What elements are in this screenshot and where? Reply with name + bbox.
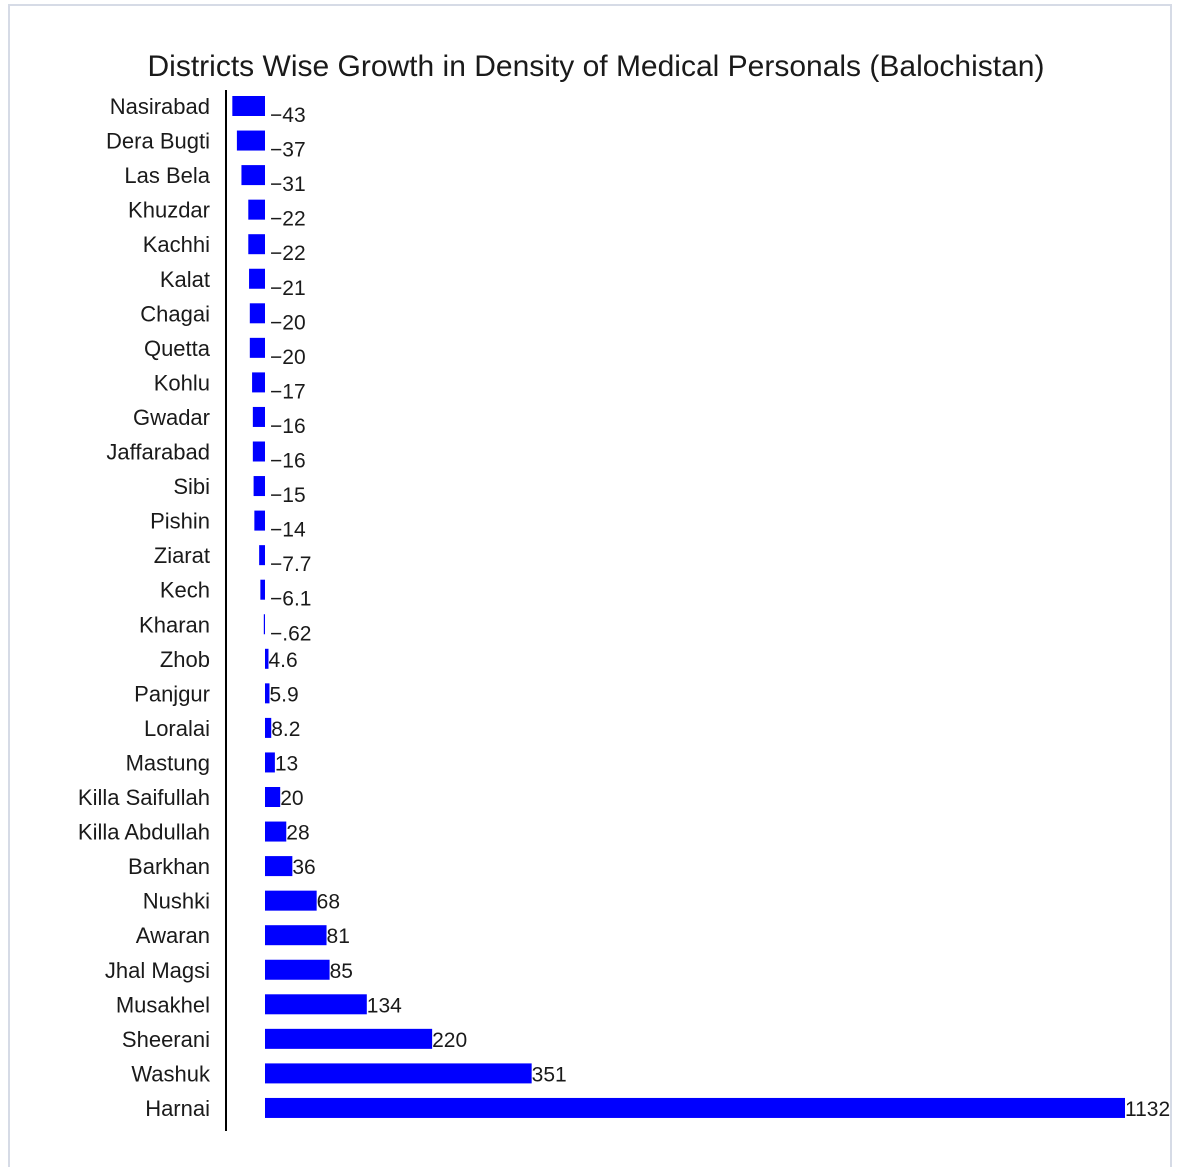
- bar: [265, 959, 330, 980]
- category-label: Loralai: [144, 716, 210, 741]
- category-label: Awaran: [136, 923, 210, 948]
- category-label: Mastung: [126, 750, 210, 775]
- value-label: −16: [270, 450, 306, 473]
- value-labels: −43 −37 −31 −22 −22 −21 −20 −20 −17 −16 −16 −15 −14 −…: [268, 104, 1170, 1121]
- category-label: Washuk: [131, 1061, 211, 1086]
- value-label: −22: [270, 242, 306, 265]
- category-label: Harnai: [145, 1096, 210, 1121]
- value-label: −15: [270, 484, 306, 507]
- value-label: −16: [270, 415, 306, 438]
- value-label: −14: [270, 519, 306, 542]
- value-label: 351: [532, 1063, 567, 1086]
- value-label: 36: [292, 856, 315, 879]
- category-label: Kohlu: [154, 370, 210, 395]
- value-label: −43: [270, 104, 306, 127]
- category-label: Kech: [160, 578, 210, 603]
- bar: [249, 337, 265, 358]
- bar: [263, 614, 265, 635]
- value-label: 5.9: [269, 683, 298, 706]
- value-label: −22: [270, 208, 306, 231]
- value-label: −.62: [270, 622, 311, 645]
- category-label: Ziarat: [154, 543, 210, 568]
- value-label: 1132: [1125, 1098, 1170, 1121]
- bar: [265, 787, 281, 807]
- category-label: Kalat: [160, 267, 210, 292]
- category-label: Kharan: [139, 612, 210, 637]
- value-label: 8.2: [271, 718, 300, 741]
- bar: [265, 925, 327, 946]
- bar: [265, 994, 367, 1015]
- bar: [265, 1028, 433, 1049]
- value-label: 85: [330, 960, 353, 983]
- category-label: Zhob: [160, 647, 210, 672]
- value-label: −6.1: [270, 588, 311, 611]
- category-label: Panjgur: [134, 681, 210, 706]
- category-label: Sibi: [173, 474, 210, 499]
- bar: [252, 406, 265, 427]
- category-label: Khuzdar: [128, 198, 210, 223]
- bar: [265, 752, 275, 773]
- bar: [265, 717, 272, 738]
- value-label: −20: [270, 311, 306, 334]
- value-label: −7.7: [270, 553, 311, 576]
- bar: [232, 96, 265, 116]
- bar: [265, 1097, 1125, 1118]
- value-label: 20: [280, 787, 303, 810]
- category-label: Jaffarabad: [106, 440, 210, 465]
- value-label: −17: [270, 380, 306, 403]
- category-label: Las Bela: [124, 163, 210, 188]
- bar: [265, 1063, 532, 1084]
- value-label: 4.6: [268, 649, 297, 672]
- bar: [265, 856, 293, 877]
- bar: [260, 579, 265, 600]
- bar: [252, 441, 265, 462]
- chart-title: Districts Wise Growth in Density of Medi…: [148, 50, 1045, 83]
- category-label: Killa Saifullah: [78, 785, 210, 810]
- bar: [248, 234, 265, 255]
- chart-frame: [8, 4, 1172, 1167]
- bar: [265, 821, 287, 842]
- category-label: Sheerani: [122, 1027, 210, 1052]
- bar: [265, 683, 270, 704]
- value-label: 13: [275, 752, 298, 775]
- category-label: Musakhel: [116, 992, 210, 1017]
- bar: [249, 303, 265, 324]
- category-label: Quetta: [144, 336, 211, 361]
- bar: [253, 476, 265, 497]
- category-label: Nasirabad: [110, 94, 210, 119]
- bar: [248, 199, 265, 220]
- category-label: Jhal Magsi: [105, 958, 210, 983]
- category-label: Kachhi: [143, 232, 210, 257]
- value-label: 81: [327, 925, 350, 948]
- value-label: −31: [270, 173, 306, 196]
- value-label: −37: [270, 139, 306, 162]
- category-label: Killa Abdullah: [78, 820, 210, 845]
- category-labels: Nasirabad Dera Bugti Las Bela Khuzdar Kachhi…: [78, 94, 211, 1121]
- bar: [265, 648, 269, 669]
- bar: [252, 372, 265, 393]
- value-label: −20: [270, 346, 306, 369]
- value-label: 134: [367, 994, 402, 1017]
- bar: [236, 130, 265, 151]
- value-label: 28: [286, 822, 309, 845]
- bars: [232, 96, 1125, 1118]
- bar: [265, 890, 317, 911]
- bar: [249, 268, 265, 289]
- value-label: −21: [270, 277, 306, 300]
- category-label: Dera Bugti: [106, 129, 210, 154]
- category-label: Pishin: [150, 509, 210, 534]
- category-label: Barkhan: [128, 854, 210, 879]
- value-label: 68: [317, 891, 340, 914]
- value-label: 220: [432, 1029, 467, 1052]
- category-label: Chagai: [140, 301, 210, 326]
- category-label: Nushki: [143, 889, 210, 914]
- category-label: Gwadar: [133, 405, 210, 430]
- bar: [259, 545, 265, 566]
- bar: [254, 510, 265, 531]
- bar: [241, 165, 265, 186]
